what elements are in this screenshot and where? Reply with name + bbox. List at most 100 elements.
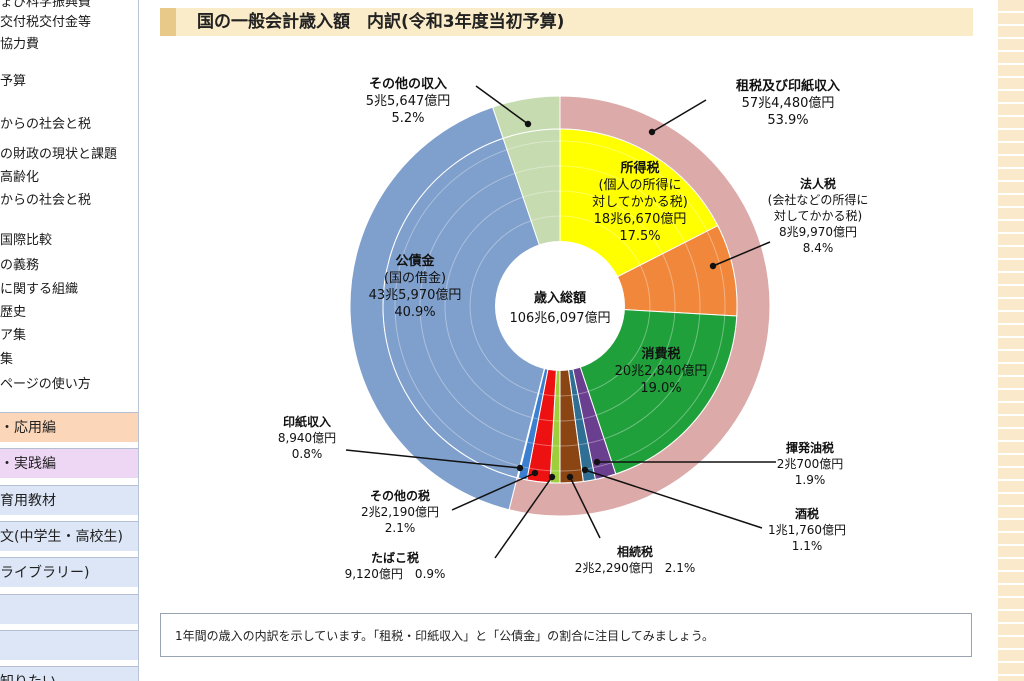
label-shotokuzei-line: 対してかかる税): [592, 195, 688, 210]
label-shotokuzei-line: 18兆6,670億円: [594, 211, 687, 227]
label-kousaikin-line: 公債金: [395, 253, 435, 269]
sidebar-link[interactable]: 予算: [0, 74, 27, 89]
sidebar-section[interactable]: 育用教材: [0, 485, 138, 515]
label-hojinzei-line: 8.4%: [803, 241, 834, 255]
leader-dot: [709, 262, 717, 270]
sidebar-link[interactable]: 歴史: [0, 305, 27, 320]
leader-dot: [516, 464, 524, 472]
leader-line: [584, 469, 763, 529]
label-hojinzei-line: 法人税: [800, 176, 836, 191]
sidebar-link[interactable]: からの社会と税: [0, 117, 92, 132]
label-inshi-line: 印紙収入: [283, 414, 331, 429]
label-shohizei-line: 消費税: [641, 346, 680, 362]
leader-dot: [548, 473, 556, 481]
sidebar-link[interactable]: の義務: [0, 258, 40, 273]
label-souzokuzei: 相続税 2兆2,290億円 2.1%: [575, 544, 695, 575]
sidebar-link[interactable]: ょび科学振興費: [0, 0, 92, 10]
label-shotokuzei-line: (個人の所得に: [598, 177, 681, 193]
page-title: 国の一般会計歳入額 内訳(令和3年度当初予算): [197, 12, 565, 32]
label-kousaikin-line: 43兆5,970億円: [369, 287, 462, 303]
label-tabakozei-line: 9,120億円 0.9%: [345, 567, 446, 581]
label-sonota-shunyu-line: 5兆5,647億円: [366, 93, 451, 109]
caption-box: 1年間の歳入の内訳を示しています。「租税・印紙収入」と「公債金」の割合に注目して…: [160, 613, 972, 657]
grid-ring: [394, 140, 726, 472]
sidebar-section[interactable]: 文(中学生・高校生): [0, 521, 138, 551]
leader-line: [651, 99, 707, 133]
label-sonota-zei: その他の税 2兆2,190億円 2.1%: [361, 488, 439, 535]
sidebar-section[interactable]: [0, 594, 138, 624]
leader-line: [569, 476, 601, 539]
sidebar-link[interactable]: 交付税交付金等: [0, 15, 92, 30]
leader-dot: [566, 473, 574, 481]
sidebar-link[interactable]: に関する組織: [0, 282, 79, 297]
leader-dot: [648, 128, 656, 136]
label-sakezei-line: 酒税: [795, 506, 819, 521]
label-hojinzei-line: (会社などの所得に: [768, 192, 869, 207]
sidebar-link[interactable]: ア集: [0, 328, 27, 343]
sidebar-link[interactable]: 高齢化: [0, 170, 40, 185]
label-souzokuzei-line: 相続税: [617, 544, 653, 559]
sidebar-link[interactable]: 協力費: [0, 37, 40, 52]
title-bar: [160, 8, 973, 36]
label-inshi: 印紙収入 8,940億円 0.8%: [278, 414, 336, 461]
leader-line: [345, 449, 521, 469]
sidebar-section[interactable]: [0, 630, 138, 660]
label-kihatsuyuzei-line: 2兆700億円: [777, 457, 844, 471]
label-kihatsuyuzei-line: 揮発油税: [786, 440, 834, 455]
leader-dot: [581, 466, 589, 474]
label-sonota-zei-line: その他の税: [370, 488, 430, 503]
label-inshi-line: 0.8%: [292, 447, 323, 461]
sidebar-link[interactable]: ページの使い方: [0, 377, 91, 392]
right-decorative-stripe: [998, 0, 1024, 681]
leader-line: [451, 472, 536, 511]
label-sakezei-line: 1兆1,760億円: [768, 523, 846, 537]
label-inshi-line: 8,940億円: [278, 431, 336, 445]
label-sonota-shunyu-line: 5.2%: [391, 111, 424, 126]
sidebar-section[interactable]: ・実践編: [0, 448, 138, 478]
sidebar-section[interactable]: 知りたい: [0, 666, 138, 681]
sidebar-link[interactable]: の財政の現状と課題: [0, 147, 118, 162]
label-kihatsuyuzei: 揮発油税 2兆700億円 1.9%: [777, 440, 844, 487]
sidebar-link[interactable]: からの社会と税: [0, 193, 92, 208]
label-sonota-zei-line: 2.1%: [385, 521, 416, 535]
label-kihatsuyuzei-line: 1.9%: [795, 473, 826, 487]
label-kousaikin-line: 40.9%: [394, 305, 435, 320]
label-shohizei-line: 20兆2,840億円: [615, 363, 708, 379]
sidebar-section[interactable]: ・応用編: [0, 412, 138, 442]
leader-dot: [524, 120, 532, 128]
center-hole: [495, 241, 625, 371]
label-sozei-line: 53.9%: [767, 113, 808, 128]
label-tabakozei: たばこ税 9,120億円 0.9%: [345, 550, 446, 581]
label-souzokuzei-line: 2兆2,290億円 2.1%: [575, 561, 695, 575]
label-sonota-shunyu-line: その他の収入: [369, 76, 447, 92]
label-sozei-line: 租税及び印紙収入: [736, 78, 840, 94]
label-hojinzei-line: 対してかかる税): [774, 209, 862, 223]
grid-ring: [469, 215, 651, 397]
sidebar-nav: ょび科学振興費 交付税交付金等 協力費 予算 からの社会と税 の財政の現状と課題 高齢化 から…: [0, 0, 139, 681]
sidebar-section[interactable]: ライブラリー): [0, 557, 138, 587]
sidebar-link[interactable]: 集: [0, 352, 14, 367]
leader-line: [475, 85, 529, 125]
leader-line: [712, 241, 771, 267]
label-sakezei: 酒税 1兆1,760億円 1.1%: [768, 506, 846, 553]
label-sakezei-line: 1.1%: [792, 539, 823, 553]
inner-slice: [382, 137, 561, 479]
title-accent: [160, 8, 176, 36]
sidebar-link[interactable]: 国際比較: [0, 233, 53, 248]
label-kousaikin: 公債金(国の借金)43兆5,970億円 40.9%: [369, 253, 462, 320]
label-shotokuzei-line: 17.5%: [619, 229, 660, 244]
label-sonota-zei-line: 2兆2,190億円: [361, 505, 439, 519]
label-hojinzei-line: 8兆9,970億円: [779, 225, 857, 239]
label-shohizei-line: 19.0%: [640, 381, 681, 396]
caption-text: 1年間の歳入の内訳を示しています。「租税・印紙収入」と「公債金」の割合に注目して…: [175, 629, 714, 643]
leader-dot: [593, 458, 601, 466]
total-label: 歳入総額: [534, 290, 586, 306]
grid-ring: [444, 190, 676, 422]
total-value: 106兆6,097億円: [509, 310, 610, 326]
label-tabakozei-line: たばこ税: [371, 550, 419, 565]
